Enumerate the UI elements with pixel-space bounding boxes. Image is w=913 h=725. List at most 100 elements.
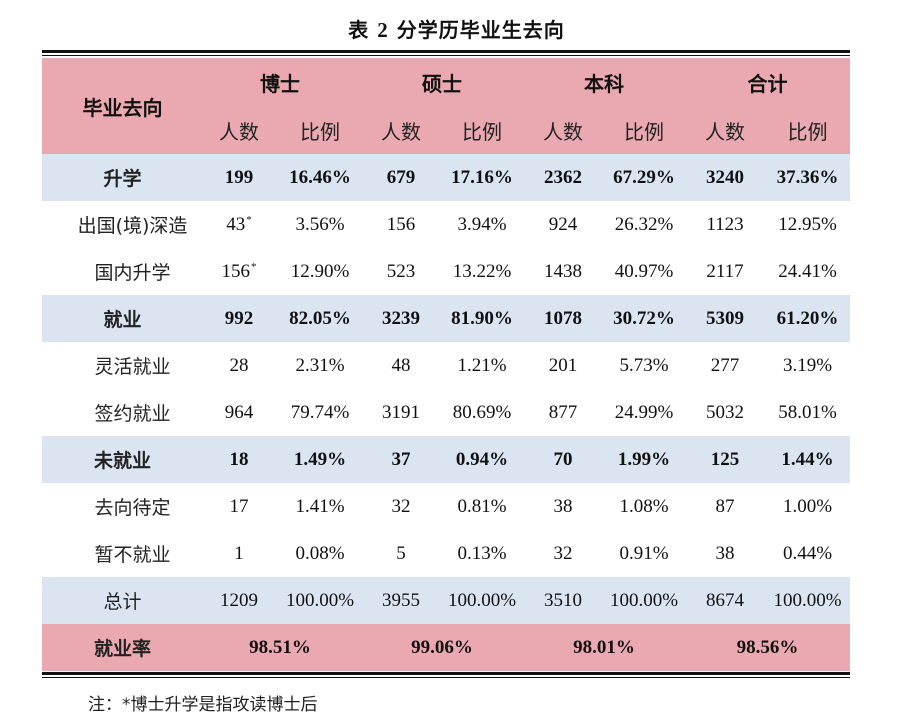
count-cell: 5032	[685, 389, 765, 436]
cell-value: 0.94%	[455, 448, 509, 470]
ratio-cell: 24.99%	[603, 389, 685, 436]
count-cell: 48	[361, 342, 441, 389]
header-sub-count: 人数	[543, 119, 583, 144]
ratio-cell: 16.46%	[279, 154, 361, 201]
table-row: 总计 1209 100.00% 3955 100.00% 3510 100.00% 8674 1…	[42, 577, 850, 624]
header-group-label: 本科	[584, 71, 624, 96]
top-rule	[42, 50, 850, 53]
cell-value: 877	[548, 401, 578, 423]
ratio-cell: 100.00%	[441, 577, 523, 624]
cell-value: 67.29%	[613, 166, 675, 188]
ratio-cell: 26.32%	[603, 201, 685, 248]
ratio-cell: 81.90%	[441, 295, 523, 342]
cell-value: 2117	[706, 260, 744, 282]
cell-value: 0.08%	[295, 542, 345, 564]
cell-value: 3510	[544, 589, 582, 611]
count-cell: 523	[361, 248, 441, 295]
count-cell: 679	[361, 154, 441, 201]
cell-value: 82.05%	[289, 307, 351, 329]
cell-value: 3240	[706, 166, 744, 188]
count-cell: 38	[685, 530, 765, 577]
bottom-rule-thin	[42, 677, 850, 678]
graduates-table: 毕业去向 博士 硕士 本科 合计 人数 比例 人数 比例 人数 比例 人数 比例…	[42, 58, 850, 671]
cell-value: 5.73%	[619, 354, 669, 376]
ratio-cell: 1.21%	[441, 342, 523, 389]
row-label: 总计	[103, 591, 142, 613]
header-sub-ratio: 比例	[300, 119, 340, 144]
ratio-cell: 1.00%	[765, 483, 850, 530]
cell-value: 100.00%	[447, 589, 517, 611]
row-label: 去向待定	[94, 497, 171, 519]
cell-value: 5309	[706, 307, 744, 329]
cell-value: 1209	[220, 589, 258, 611]
cell-value: 1	[234, 542, 244, 564]
ratio-cell: 12.90%	[279, 248, 361, 295]
header-group-master: 硕士	[361, 58, 523, 106]
cell-value: 79.74%	[290, 401, 350, 423]
count-cell: 277	[685, 342, 765, 389]
cell-value: 523	[386, 260, 416, 282]
count-cell: 28	[199, 342, 279, 389]
count-cell: 32	[523, 530, 603, 577]
cell-value: 24.99%	[614, 401, 674, 423]
cell-value: 201	[548, 354, 578, 376]
cell-value: 40.97%	[614, 260, 674, 282]
cell-value: 18	[229, 448, 249, 470]
cell-value: 38	[715, 542, 735, 564]
row-label: 升学	[103, 168, 142, 190]
ratio-cell: 58.01%	[765, 389, 850, 436]
bottom-rule	[42, 672, 850, 675]
header-sub-count: 人数	[219, 119, 259, 144]
ratio-cell: 1.99%	[603, 436, 685, 483]
count-cell: 3510	[523, 577, 603, 624]
cell-value: 964	[224, 401, 254, 423]
header-sub-count: 人数	[705, 119, 745, 144]
row-label: 未就业	[93, 450, 151, 472]
ratio-cell: 0.91%	[603, 530, 685, 577]
cell-value: 0.44%	[782, 542, 833, 564]
ratio-cell: 30.72%	[603, 295, 685, 342]
cell-value: 3191	[382, 401, 420, 423]
cell-value: 1.99%	[617, 448, 671, 470]
row-label: 国内升学	[94, 262, 171, 284]
count-cell: 924	[523, 201, 603, 248]
ratio-cell: 12.95%	[765, 201, 850, 248]
count-cell: 125	[685, 436, 765, 483]
cell-value: 3.56%	[295, 213, 345, 235]
row-label: 出国(境)深造	[77, 215, 188, 237]
cell-value: 32	[391, 495, 411, 517]
cell-value: 38	[553, 495, 573, 517]
count-cell: 156*	[199, 248, 279, 295]
ratio-cell: 5.73%	[603, 342, 685, 389]
cell-value: 3.19%	[782, 354, 833, 376]
count-cell: 70	[523, 436, 603, 483]
table-row: 就业 992 82.05% 3239 81.90% 1078 30.72% 5309 61.20…	[42, 295, 850, 342]
ratio-cell: 24.41%	[765, 248, 850, 295]
ratio-cell: 3.19%	[765, 342, 850, 389]
cell-value: 81.90%	[451, 307, 513, 329]
table-row: 国内升学 156* 12.90% 523 13.22% 1438 40.97% 2117 24.…	[42, 248, 850, 295]
cell-value: 156	[386, 213, 416, 235]
table-row: 灵活就业 28 2.31% 48 1.21% 201 5.73% 277 3.19%	[42, 342, 850, 389]
count-cell: 3240	[685, 154, 765, 201]
count-cell: 3191	[361, 389, 441, 436]
cell-value: 100.00%	[773, 589, 842, 611]
table-row: 暂不就业 1 0.08% 5 0.13% 32 0.91% 38 0.44%	[42, 530, 850, 577]
cell-value: 2362	[544, 166, 582, 188]
cell-value: 61.20%	[776, 307, 839, 329]
table-row: 出国(境)深造 43* 3.56% 156 3.94% 924 26.32% 1123 12.9…	[42, 201, 850, 248]
rate-cell: 98.51%	[249, 636, 311, 658]
table-row: 未就业 18 1.49% 37 0.94% 70 1.99% 125 1.44%	[42, 436, 850, 483]
asterisk-mark: *	[246, 213, 252, 226]
ratio-cell: 2.31%	[279, 342, 361, 389]
rate-cell: 98.01%	[573, 636, 635, 658]
rate-cell: 99.06%	[411, 636, 473, 658]
top-rule-thin	[42, 55, 850, 56]
cell-value: 3239	[382, 307, 420, 329]
cell-value: 13.22%	[452, 260, 512, 282]
ratio-cell: 61.20%	[765, 295, 850, 342]
cell-value: 1438	[544, 260, 582, 282]
title-number: 2	[377, 18, 389, 42]
ratio-cell: 1.44%	[765, 436, 850, 483]
cell-value: 24.41%	[778, 260, 837, 282]
